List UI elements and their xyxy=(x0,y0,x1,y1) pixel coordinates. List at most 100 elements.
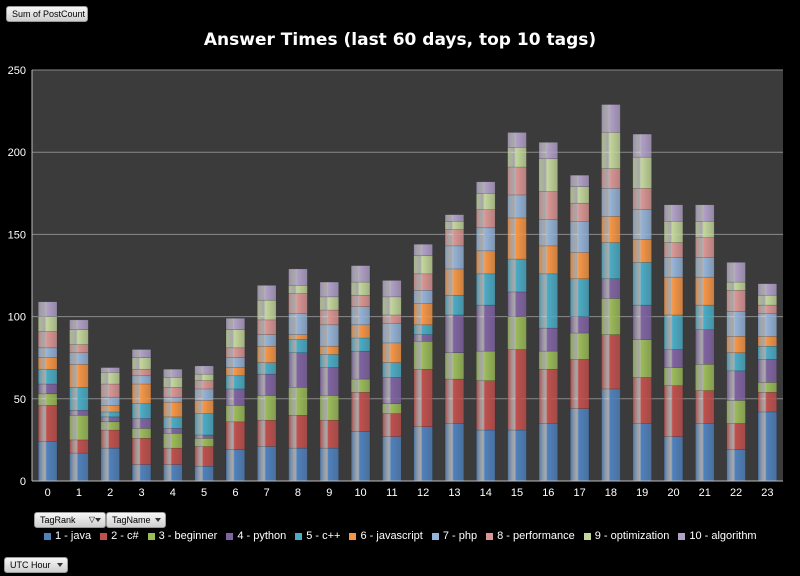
bar-segment xyxy=(757,283,777,296)
x-tick-label: 3 xyxy=(138,487,144,499)
bar-segment xyxy=(444,220,465,230)
bar-segment xyxy=(69,352,89,365)
bar-segment xyxy=(69,410,89,416)
bar-segment xyxy=(131,368,152,377)
y-tick-label: 200 xyxy=(8,147,26,159)
bar-segment xyxy=(538,142,558,160)
bar-segment xyxy=(569,408,590,482)
bar-segment xyxy=(569,278,590,317)
bar-segment xyxy=(632,239,652,263)
bar-segment xyxy=(38,405,58,442)
bar-segment xyxy=(632,304,652,340)
bar-segment xyxy=(413,368,433,427)
bar-segment xyxy=(444,314,465,354)
bar-segment xyxy=(476,193,496,210)
bar-segment xyxy=(288,313,308,335)
bar-segment xyxy=(601,104,621,133)
x-tick-label: 15 xyxy=(511,487,523,499)
bar-segment xyxy=(100,372,120,385)
bar-segment xyxy=(757,345,777,360)
bar-segment xyxy=(319,296,339,311)
bar-segment xyxy=(257,334,277,347)
bar-segment xyxy=(38,301,58,317)
bar-segment xyxy=(695,220,715,238)
bar-segment xyxy=(100,447,120,482)
bar-segment xyxy=(131,428,152,439)
bar-segment xyxy=(131,403,152,419)
bar-segment xyxy=(538,273,558,329)
bar-segment xyxy=(100,416,120,423)
legend-item: 5 - c++ xyxy=(295,530,340,542)
legend-label: 10 - algorithm xyxy=(689,530,757,542)
bar-segment xyxy=(757,336,777,347)
bar-segment xyxy=(69,319,89,331)
bar-segment xyxy=(663,385,684,437)
y-tick-label: 250 xyxy=(8,65,26,77)
bar-segment xyxy=(632,156,652,189)
bar-segment xyxy=(69,387,89,411)
bar-segment xyxy=(382,436,402,482)
bar-segment xyxy=(413,255,433,275)
bar-segment xyxy=(695,257,715,278)
bar-segment xyxy=(100,421,120,431)
bar-segment xyxy=(695,204,715,222)
bar-segment xyxy=(413,244,433,257)
bar-segment xyxy=(569,252,590,280)
bar-segment xyxy=(757,411,777,482)
bar-segment xyxy=(507,316,527,350)
axis-field-button[interactable]: UTC Hour xyxy=(4,557,68,573)
bar-segment xyxy=(507,349,527,431)
bar-segment xyxy=(726,262,746,283)
bar-segment xyxy=(350,306,371,326)
legend-label: 1 - java xyxy=(55,530,92,542)
bar-segment xyxy=(257,373,277,396)
bar-segment xyxy=(507,258,527,293)
x-tick-label: 18 xyxy=(605,487,617,499)
bar-segment xyxy=(350,337,371,352)
bar-segment xyxy=(225,347,246,358)
bar-segment xyxy=(100,411,120,418)
bar-segment xyxy=(382,296,402,316)
bar-segment xyxy=(69,364,89,388)
bar-segment xyxy=(663,257,684,278)
bar-segment xyxy=(319,324,339,347)
bar-segment xyxy=(507,194,527,219)
tagrank-filter-button[interactable]: TagRank ▽ xyxy=(34,512,106,528)
bar-segment xyxy=(507,217,527,260)
bar-segment xyxy=(350,378,371,393)
bar-segment xyxy=(194,400,214,414)
bar-segment xyxy=(695,237,715,258)
legend-item: 4 - python xyxy=(226,530,286,542)
bar-segment xyxy=(507,291,527,317)
bar-segment xyxy=(100,396,120,406)
bar-segment xyxy=(38,393,58,406)
bar-segment xyxy=(257,419,277,447)
bar-segment xyxy=(663,367,684,386)
bar-segment xyxy=(538,368,558,424)
bar-segment xyxy=(663,349,684,368)
x-tick-label: 16 xyxy=(542,487,554,499)
value-field-button[interactable]: Sum of PostCount xyxy=(6,6,88,22)
bar-segment xyxy=(476,380,496,431)
legend-item: 6 - javascript xyxy=(349,530,423,542)
bar-segment xyxy=(382,342,402,363)
tagname-filter-button[interactable]: TagName xyxy=(106,512,166,528)
bar-segment xyxy=(382,362,402,378)
bar-segment xyxy=(131,375,152,385)
bar-segment xyxy=(100,367,120,373)
bar-segment xyxy=(163,377,183,388)
plot-area xyxy=(32,70,783,481)
bar-segment xyxy=(382,322,402,344)
bar-segment xyxy=(194,373,214,381)
bar-segment xyxy=(413,290,433,304)
bar-segment xyxy=(476,273,496,306)
bar-segment xyxy=(569,174,590,187)
bar-segment xyxy=(257,362,277,375)
bar-segment xyxy=(632,209,652,240)
bar-segment xyxy=(538,191,558,220)
legend-swatch xyxy=(431,532,439,540)
bar-segment xyxy=(257,395,277,421)
bar-segment xyxy=(382,413,402,437)
bar-segment xyxy=(163,416,183,429)
legend-label: 6 - javascript xyxy=(360,530,423,542)
